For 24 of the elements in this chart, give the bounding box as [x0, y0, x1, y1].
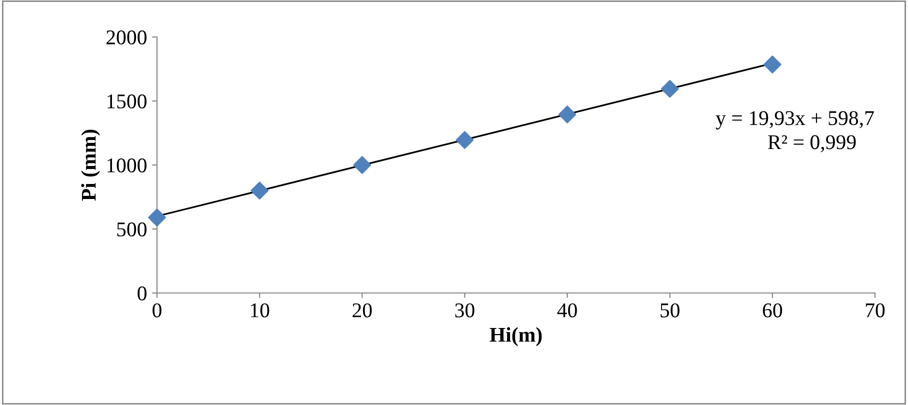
- x-tick-label: 60: [762, 303, 782, 318]
- annotation: y = 19,93x + 598,7: [716, 111, 874, 130]
- y-tick-label: 2000: [106, 30, 146, 44]
- x-tick-label: 50: [660, 303, 680, 318]
- point: [456, 131, 474, 149]
- x-axis-title: Hi(m): [490, 327, 542, 346]
- y-tick-label: 0: [138, 286, 146, 300]
- point: [250, 182, 268, 200]
- y-tick-label: 1000: [107, 158, 146, 172]
- x-tick-label: 70: [866, 303, 885, 318]
- y-tick-label: 1500: [107, 94, 146, 108]
- point: [558, 106, 576, 124]
- x-tick-label: 0: [152, 303, 162, 318]
- x-tick-label: 20: [352, 303, 372, 318]
- point: [353, 156, 372, 174]
- x-tick-label: 30: [455, 303, 474, 318]
- x-tick-label: 10: [250, 303, 270, 318]
- x-tick-label: 40: [557, 303, 577, 318]
- y-axis-title: Pi (mm): [81, 130, 100, 201]
- point: [148, 208, 166, 226]
- annotation: R² = 0,999: [768, 135, 856, 152]
- point: [764, 56, 782, 74]
- y-tick-label: 500: [117, 222, 146, 236]
- point: [660, 80, 679, 98]
